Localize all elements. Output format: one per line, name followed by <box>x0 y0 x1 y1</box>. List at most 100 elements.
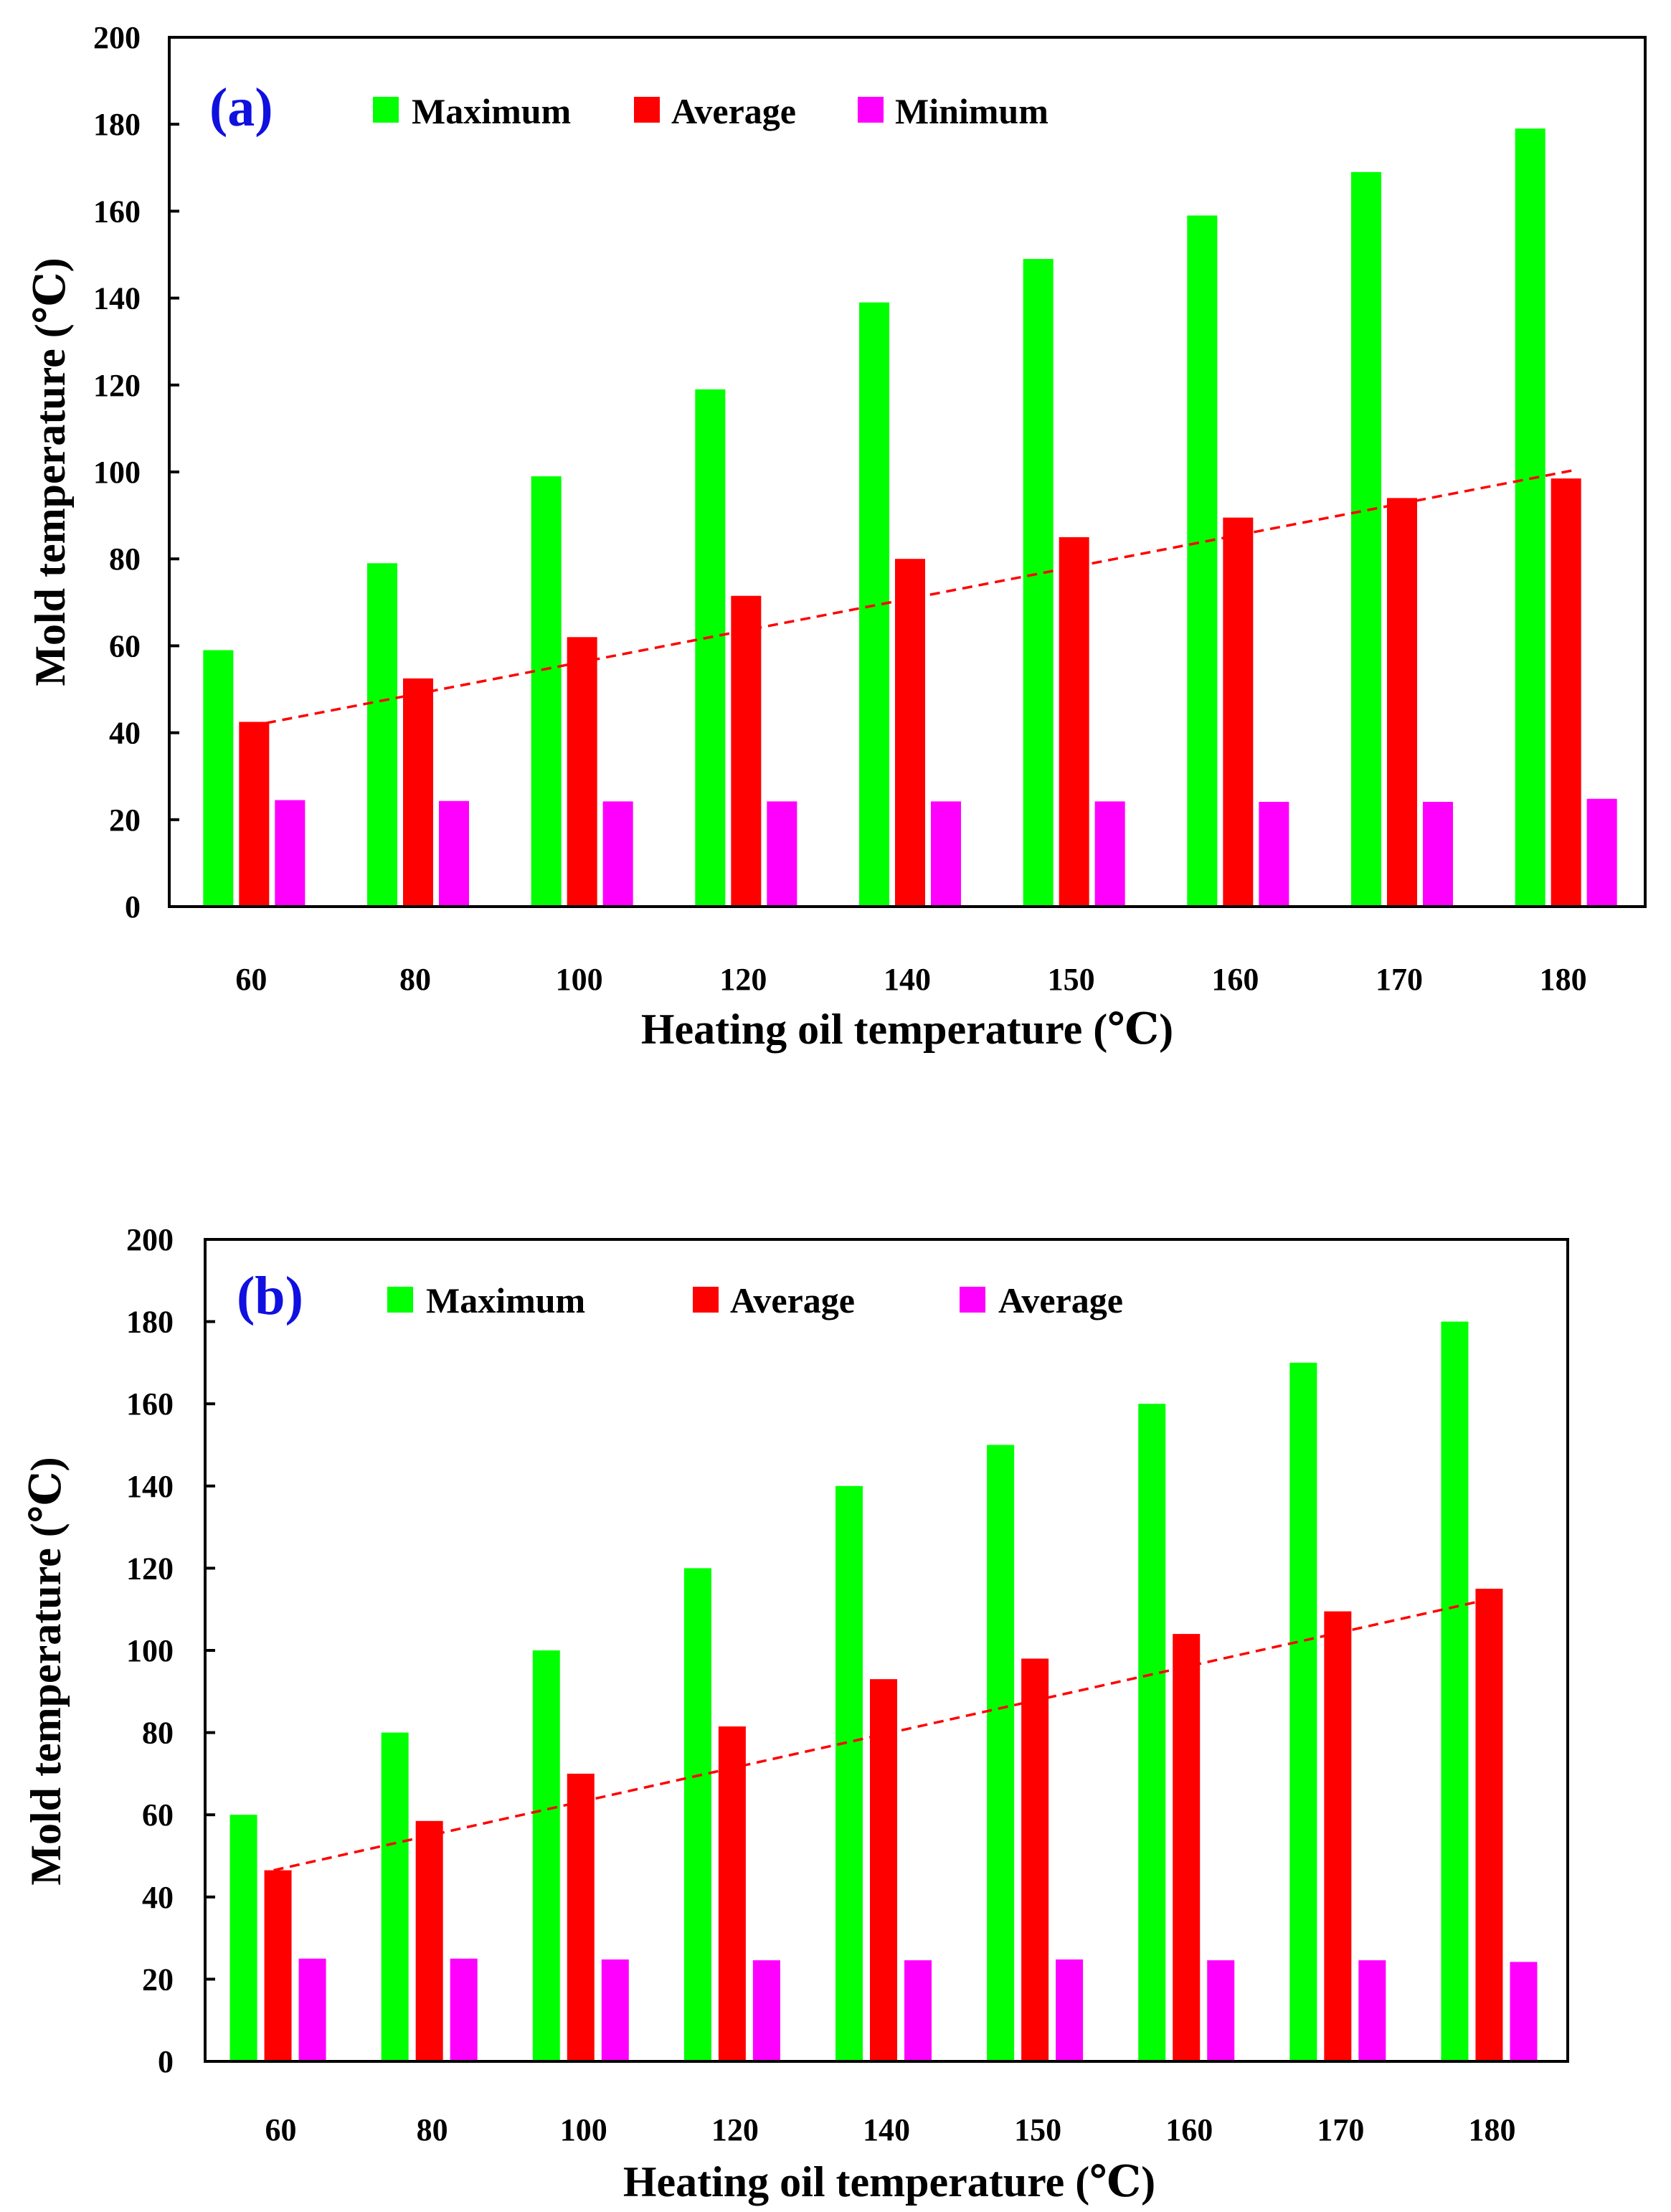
y-tick-label: 120 <box>126 1551 174 1586</box>
chart-panel-a: 0 20 40 60 80 100 120 140 160 180 200 60 80 100 120 14… <box>27 20 1647 1053</box>
average-trendline <box>273 1595 1500 1872</box>
bar-average-120 <box>718 1726 746 2061</box>
x-axis-title: Heating oil temperature (℃) <box>641 1006 1173 1053</box>
bar-minimum-100 <box>602 801 633 907</box>
bar-maximum-120 <box>683 1568 711 2061</box>
y-tick-label: 140 <box>93 281 141 316</box>
bar-average-170 <box>1387 498 1417 907</box>
bar-maximum-170 <box>1289 1362 1317 2061</box>
bar-minimum-160 <box>1259 801 1289 907</box>
legend-label-maximum: Maximum <box>412 91 571 131</box>
bar-maximum-170 <box>1351 171 1381 907</box>
bar-minimum-60 <box>298 1958 326 2061</box>
bar-minimum-100 <box>601 1959 629 2061</box>
bar-average-60 <box>264 1870 292 2061</box>
bar-maximum-120 <box>695 389 726 907</box>
x-tick-label: 170 <box>1376 962 1423 997</box>
y-tick-label: 160 <box>93 194 141 229</box>
y-axis-ticks: 0 20 40 60 80 100 120 140 160 180 200 <box>126 1222 215 2079</box>
bar-average-80 <box>415 1820 443 2061</box>
x-axis-ticks: 60 80 100 120 140 150 160 170 180 <box>265 2112 1516 2147</box>
x-tick-label: 160 <box>1211 962 1259 997</box>
bar-maximum-100 <box>531 476 562 907</box>
bar-minimum-140 <box>904 1960 932 2061</box>
legend-label-minimum: Minimum <box>895 91 1048 131</box>
x-axis-ticks: 60 80 100 120 140 150 160 170 180 <box>235 962 1586 997</box>
legend-swatch-maximum <box>387 1287 413 1313</box>
legend: Maximum Average Average <box>387 1280 1123 1320</box>
bar-minimum-120 <box>767 801 797 907</box>
bar-average-60 <box>239 722 270 907</box>
y-tick-label: 40 <box>142 1880 174 1915</box>
bar-minimum-80 <box>450 1958 478 2061</box>
x-tick-label: 80 <box>399 962 431 997</box>
bar-average-100 <box>567 637 597 907</box>
bar-minimum-60 <box>275 800 306 907</box>
y-axis-title: Mold temperature (℃) <box>27 257 74 686</box>
bar-average-140 <box>895 559 925 907</box>
bar-average-150 <box>1059 537 1089 907</box>
chart-panel-b: 0 20 40 60 80 100 120 140 160 180 200 60 80 100 120 14… <box>22 1222 1569 2206</box>
bar-minimum-120 <box>752 1960 780 2061</box>
y-tick-label: 180 <box>126 1305 174 1340</box>
panel-label: (b) <box>237 1266 303 1326</box>
bar-maximum-80 <box>381 1732 409 2061</box>
bar-average-120 <box>731 595 762 907</box>
bar-minimum-170 <box>1358 1960 1386 2061</box>
bar-minimum-150 <box>1056 1959 1084 2061</box>
bar-average-80 <box>403 678 433 907</box>
y-tick-label: 80 <box>142 1716 174 1751</box>
bar-average-180 <box>1475 1589 1503 2061</box>
panel-label: (a) <box>209 77 273 138</box>
y-tick-label: 180 <box>93 107 141 142</box>
x-tick-label: 80 <box>417 2112 448 2147</box>
bar-average-140 <box>870 1679 897 2061</box>
y-tick-label: 200 <box>126 1222 174 1257</box>
x-tick-label: 140 <box>884 962 931 997</box>
bar-minimum-160 <box>1207 1960 1235 2061</box>
bar-maximum-180 <box>1515 128 1545 907</box>
x-axis-title: Heating oil temperature (℃) <box>623 2158 1155 2206</box>
bar-maximum-160 <box>1187 215 1218 907</box>
bar-average-160 <box>1173 1634 1201 2061</box>
y-tick-label: 20 <box>109 803 141 838</box>
bar-minimum-180 <box>1586 798 1617 907</box>
x-tick-label: 120 <box>711 2112 759 2147</box>
bars-group <box>203 128 1617 907</box>
y-tick-label: 60 <box>109 628 141 663</box>
bar-minimum-170 <box>1423 801 1453 907</box>
bar-average-150 <box>1021 1658 1049 2061</box>
x-tick-label: 180 <box>1468 2112 1515 2147</box>
y-tick-label: 160 <box>126 1386 174 1422</box>
y-tick-label: 80 <box>109 542 141 577</box>
bar-maximum-100 <box>532 1650 560 2061</box>
y-tick-label: 40 <box>109 716 141 751</box>
average-trendline <box>250 468 1576 728</box>
y-tick-label: 0 <box>158 2044 174 2079</box>
legend: Maximum Average Minimum <box>373 91 1048 131</box>
legend-label-maximum: Maximum <box>426 1280 585 1320</box>
bar-maximum-60 <box>203 650 234 907</box>
legend-swatch-average <box>693 1287 719 1313</box>
bar-maximum-60 <box>229 1815 257 2061</box>
bar-maximum-80 <box>367 563 397 907</box>
x-tick-label: 60 <box>265 2112 297 2147</box>
legend-label-minimum: Average <box>998 1280 1123 1320</box>
bar-minimum-180 <box>1510 1962 1538 2061</box>
bar-average-170 <box>1324 1611 1352 2061</box>
x-tick-label: 160 <box>1165 2112 1213 2147</box>
y-axis-ticks: 0 20 40 60 80 100 120 140 160 180 200 <box>93 20 179 925</box>
x-tick-label: 150 <box>1048 962 1095 997</box>
bar-maximum-150 <box>1023 259 1054 907</box>
legend-swatch-maximum <box>373 97 399 123</box>
y-tick-label: 140 <box>126 1469 174 1504</box>
legend-swatch-minimum <box>858 97 884 123</box>
legend-label-average: Average <box>730 1280 855 1320</box>
bar-average-100 <box>567 1773 595 2061</box>
x-tick-label: 100 <box>556 962 603 997</box>
y-axis-title: Mold temperature (℃) <box>22 1457 70 1885</box>
legend-label-average: Average <box>671 91 796 131</box>
bar-minimum-80 <box>439 800 469 907</box>
legend-swatch-average <box>634 97 660 123</box>
